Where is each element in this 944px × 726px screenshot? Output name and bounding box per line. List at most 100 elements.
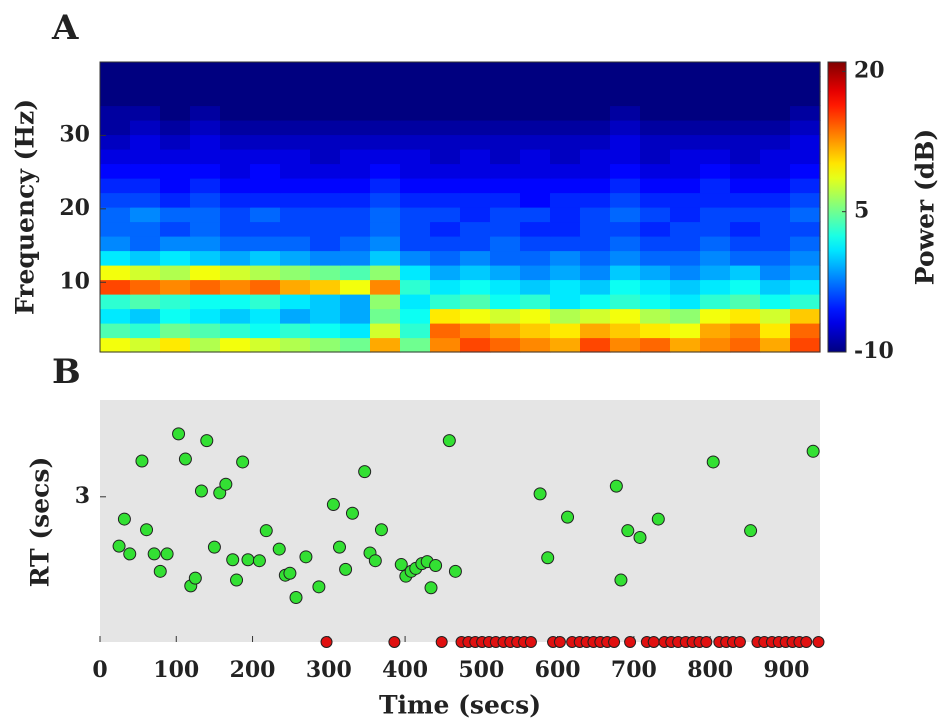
point [194,484,208,498]
heatmap-cell [700,178,731,194]
heatmap-cell [340,308,371,324]
point [394,558,408,572]
heatmap-cell [430,294,461,310]
heatmap-cell [550,134,581,150]
heatmap-cell [520,192,551,208]
heatmap-cell [190,250,221,266]
heatmap-cell [640,76,671,92]
x-tick-label: 700 [611,657,657,683]
heatmap-cell [340,178,371,194]
heatmap-cell [700,62,731,78]
heatmap-cell [190,178,221,194]
heatmap-cell [430,163,461,179]
heatmap-cell [280,192,311,208]
heatmap-cell [250,250,281,266]
heatmap-cell [460,91,491,107]
heatmap-cell [730,337,761,353]
heatmap-cell [280,308,311,324]
heatmap-cell [190,62,221,78]
heatmap-cell [610,91,641,107]
heatmap-cell [670,163,701,179]
heatmap-cell [100,250,131,266]
heatmap-cell [280,294,311,310]
heatmap-cell [550,91,581,107]
heatmap-cell [430,250,461,266]
heatmap-cell [370,163,401,179]
heatmap-cell [550,163,581,179]
heatmap-cell [160,134,191,150]
heatmap-cell [790,308,821,324]
heatmap-cell [520,120,551,136]
y-axis-label: Frequency (Hz) [11,99,40,315]
heatmap-cell [700,163,731,179]
heatmap-cell [640,62,671,78]
heatmap-cell [760,265,791,281]
point [117,512,131,526]
heatmap-cell [220,62,251,78]
point [326,498,340,512]
heatmap-cell [490,120,521,136]
heatmap-cell [340,120,371,136]
heatmap-cell [490,236,521,252]
heatmap-cell [160,323,191,339]
heatmap-cell [490,337,521,353]
heatmap-cell [100,163,131,179]
heatmap-cell [460,221,491,237]
heatmap-cell [730,105,761,121]
heatmap-cell [490,149,521,165]
heatmap-cell [190,308,221,324]
heatmap-cell [130,163,161,179]
point [806,444,820,458]
colorbar-tick-label: 5 [854,198,869,224]
point [226,553,240,567]
heatmap-cell [460,120,491,136]
point [112,539,126,553]
heatmap-cell [370,76,401,92]
heatmap-cell [130,250,161,266]
heatmap-cell [490,250,521,266]
heatmap-cell [310,149,341,165]
heatmap-cell [220,178,251,194]
heatmap-cell [610,105,641,121]
heatmap-cell [550,105,581,121]
heatmap-cell [640,323,671,339]
heatmap-cell [670,149,701,165]
heatmap-cell [790,163,821,179]
heatmap-cell [760,323,791,339]
heatmap-cell [190,323,221,339]
heatmap-cell [430,91,461,107]
heatmap-cell [100,207,131,223]
heatmap-cell [670,120,701,136]
point [272,542,286,556]
heatmap-cell [370,221,401,237]
point [429,559,443,573]
heatmap-cell [160,265,191,281]
miss-point [700,636,713,648]
heatmap-cell [640,207,671,223]
point [374,523,388,537]
heatmap-cell [130,265,161,281]
heatmap-cell [280,323,311,339]
heatmap-cell [490,265,521,281]
point [299,550,313,564]
heatmap-cell [160,120,191,136]
point [283,566,297,580]
heatmap-cell [700,250,731,266]
heatmap-cell [430,192,461,208]
heatmap-cell [670,221,701,237]
heatmap-cell [610,134,641,150]
heatmap-cell [460,294,491,310]
heatmap-cell [340,294,371,310]
heatmap-cell [400,221,431,237]
point [609,479,623,493]
heatmap-cell [160,308,191,324]
heatmap-cell [460,207,491,223]
heatmap-cell [490,91,521,107]
heatmap-cell [400,91,431,107]
heatmap-cell [520,221,551,237]
point [541,551,555,565]
heatmap-cell [760,236,791,252]
heatmap-cell [550,120,581,136]
heatmap-cell [190,149,221,165]
heatmap-cell [310,250,341,266]
